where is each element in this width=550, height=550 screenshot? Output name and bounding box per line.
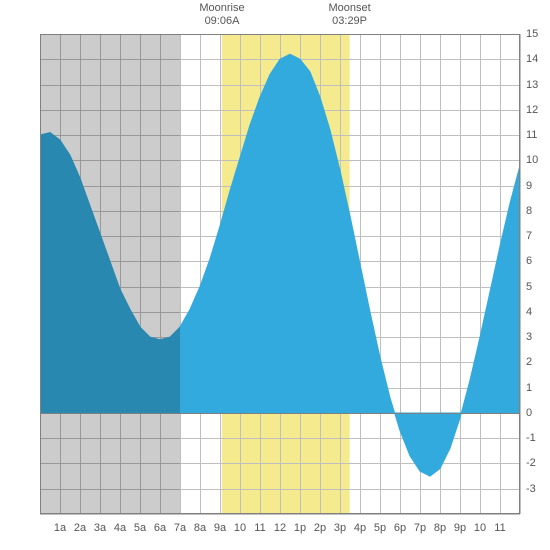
x-tick: 3p (334, 522, 346, 534)
x-tick: 8p (434, 522, 446, 534)
x-tick: 2a (74, 522, 86, 534)
x-tick: 4a (114, 522, 126, 534)
moonset-label: Moonset 03:29P (328, 2, 370, 28)
x-tick: 9a (214, 522, 226, 534)
chart-svg (0, 0, 550, 550)
x-tick: 8a (194, 522, 206, 534)
x-tick: 7a (174, 522, 186, 534)
x-tick: 10 (234, 522, 246, 534)
y-tick: -3 (526, 483, 536, 495)
y-tick: 3 (526, 331, 532, 343)
x-tick: 6p (394, 522, 406, 534)
x-tick: 9p (454, 522, 466, 534)
x-tick: 12 (274, 522, 286, 534)
moonrise-title: Moonrise (199, 2, 244, 15)
y-tick: 9 (526, 180, 532, 192)
y-tick: -1 (526, 432, 536, 444)
x-tick: 5p (374, 522, 386, 534)
moonset-time: 03:29P (328, 15, 370, 28)
y-tick: 7 (526, 230, 532, 242)
x-tick: 7p (414, 522, 426, 534)
moon-labels: Moonrise 09:06A Moonset 03:29P (0, 2, 550, 32)
y-tick: 0 (526, 407, 532, 419)
x-tick: 4p (354, 522, 366, 534)
x-tick: 1a (54, 522, 66, 534)
y-tick: 4 (526, 306, 532, 318)
y-tick: 6 (526, 255, 532, 267)
y-tick: 8 (526, 205, 532, 217)
moonset-title: Moonset (328, 2, 370, 15)
x-tick: 6a (154, 522, 166, 534)
y-tick: 13 (526, 79, 538, 91)
y-tick: 1 (526, 382, 532, 394)
y-tick: 11 (526, 129, 537, 141)
x-tick: 10 (474, 522, 486, 534)
x-tick: 3a (94, 522, 106, 534)
y-tick: 14 (526, 53, 538, 65)
x-tick: 11 (254, 522, 265, 534)
moonrise-label: Moonrise 09:06A (199, 2, 244, 28)
y-tick: -2 (526, 457, 536, 469)
moonrise-time: 09:06A (199, 15, 244, 28)
y-tick: 2 (526, 356, 532, 368)
x-tick: 5a (134, 522, 146, 534)
y-tick: 12 (526, 104, 538, 116)
y-tick: 10 (526, 154, 538, 166)
x-tick: 1p (294, 522, 306, 534)
y-tick: 15 (526, 28, 538, 40)
x-tick: 2p (314, 522, 326, 534)
x-tick: 11 (494, 522, 505, 534)
y-tick: 5 (526, 281, 532, 293)
tide-chart: Moonrise 09:06A Moonset 03:29P 1a 2a 3a 4a 5… (0, 0, 550, 550)
